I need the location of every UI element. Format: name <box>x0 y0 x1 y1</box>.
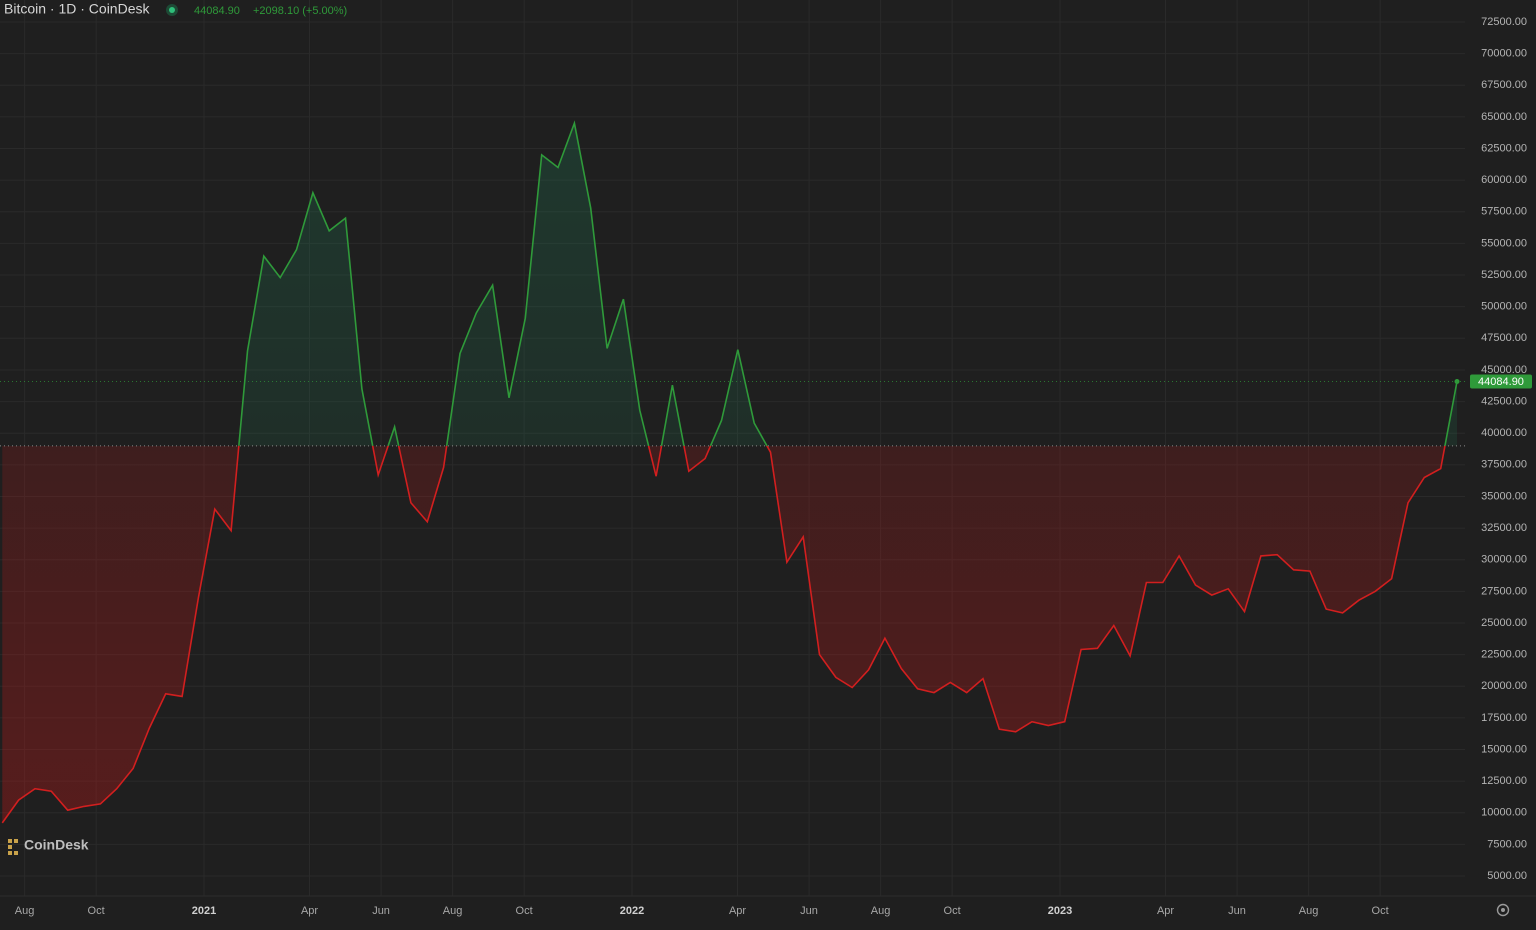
price-tag-label: 44084.90 <box>1478 376 1524 388</box>
x-tick-label: Jun <box>800 905 818 917</box>
y-tick-label: 62500.00 <box>1481 142 1527 154</box>
x-tick-label: Aug <box>1299 905 1319 917</box>
x-tick-label: Apr <box>1157 905 1174 917</box>
x-tick-label: Aug <box>443 905 463 917</box>
y-tick-label: 70000.00 <box>1481 48 1527 60</box>
header-price: 44084.90 <box>194 5 240 17</box>
y-tick-label: 10000.00 <box>1481 807 1527 819</box>
x-tick-label: Apr <box>301 905 318 917</box>
y-tick-label: 60000.00 <box>1481 174 1527 186</box>
x-tick-label: Oct <box>1372 905 1389 917</box>
status-dot <box>169 7 175 13</box>
y-tick-label: 30000.00 <box>1481 554 1527 566</box>
y-tick-label: 45000.00 <box>1481 364 1527 376</box>
price-line-up <box>238 120 1458 446</box>
y-tick-label: 12500.00 <box>1481 775 1527 787</box>
y-tick-label: 65000.00 <box>1481 111 1527 123</box>
x-tick-label: Oct <box>516 905 533 917</box>
y-tick-label: 47500.00 <box>1481 332 1527 344</box>
y-tick-label: 72500.00 <box>1481 16 1527 28</box>
last-point <box>1454 379 1460 385</box>
y-tick-label: 5000.00 <box>1487 870 1527 882</box>
symbol-title: Bitcoin · 1D · CoinDesk <box>4 1 150 17</box>
x-tick-label: 2023 <box>1048 905 1072 917</box>
x-tick-label: 2022 <box>620 905 644 917</box>
area-fill-up <box>2 123 1457 446</box>
x-tick-label: 2021 <box>192 905 216 917</box>
y-tick-label: 42500.00 <box>1481 395 1527 407</box>
y-tick-label: 55000.00 <box>1481 237 1527 249</box>
settings-icon[interactable] <box>1496 903 1510 917</box>
y-tick-label: 32500.00 <box>1481 522 1527 534</box>
price-line-down <box>1 445 1446 824</box>
y-tick-label: 67500.00 <box>1481 79 1527 91</box>
x-tick-label: Oct <box>88 905 105 917</box>
y-tick-label: 15000.00 <box>1481 743 1527 755</box>
y-tick-label: 7500.00 <box>1487 838 1527 850</box>
header-change: +2098.10 (+5.00%) <box>253 5 347 17</box>
y-tick-label: 20000.00 <box>1481 680 1527 692</box>
y-tick-label: 22500.00 <box>1481 649 1527 661</box>
x-tick-label: Apr <box>729 905 746 917</box>
y-tick-label: 17500.00 <box>1481 712 1527 724</box>
x-tick-label: Aug <box>15 905 35 917</box>
watermark: CoinDesk <box>24 837 89 853</box>
y-tick-label: 37500.00 <box>1481 459 1527 471</box>
y-tick-label: 27500.00 <box>1481 585 1527 597</box>
y-tick-label: 57500.00 <box>1481 206 1527 218</box>
y-tick-label: 50000.00 <box>1481 301 1527 313</box>
y-tick-label: 40000.00 <box>1481 427 1527 439</box>
price-tag <box>1470 374 1532 389</box>
y-tick-label: 52500.00 <box>1481 269 1527 281</box>
x-tick-label: Oct <box>944 905 961 917</box>
y-tick-label: 35000.00 <box>1481 490 1527 502</box>
x-tick-label: Jun <box>1228 905 1246 917</box>
y-tick-label: 25000.00 <box>1481 617 1527 629</box>
area-fill-down <box>2 445 1445 823</box>
x-tick-label: Jun <box>372 905 390 917</box>
watermark-logo <box>8 839 18 855</box>
x-tick-label: Aug <box>871 905 891 917</box>
